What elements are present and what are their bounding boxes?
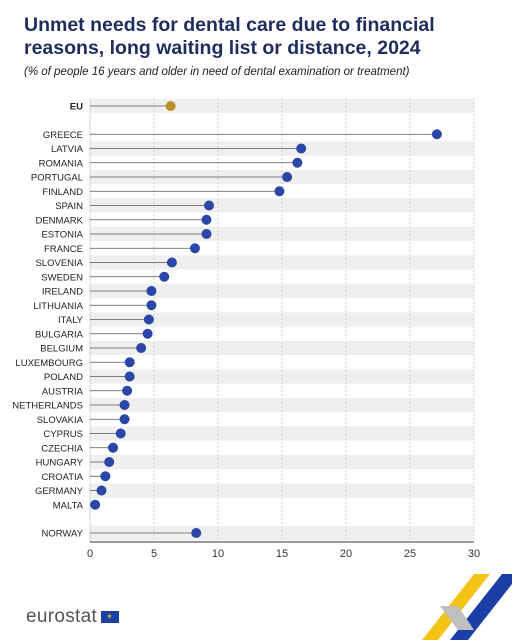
category-label: SLOVAKIA xyxy=(37,415,84,426)
lollipop-point xyxy=(292,157,303,168)
decorative-stripes-icon xyxy=(422,574,512,640)
lollipop-point xyxy=(124,371,135,382)
lollipop-point xyxy=(204,200,215,211)
lollipop-point xyxy=(119,400,130,410)
row-band xyxy=(90,198,474,213)
category-label: LITHUANIA xyxy=(33,301,83,312)
eurostat-logo: eurostat xyxy=(26,606,120,628)
category-label: HUNGARY xyxy=(36,458,84,469)
lollipop-point xyxy=(431,129,442,140)
category-label: SPAIN xyxy=(55,201,83,212)
lollipop-point xyxy=(90,499,101,510)
lollipop-point xyxy=(274,186,285,197)
chart-subtitle: (% of people 16 years and older in need … xyxy=(24,66,410,78)
category-label: ROMANIA xyxy=(39,158,84,169)
lollipop-point xyxy=(189,243,200,254)
category-label: SLOVENIA xyxy=(35,258,83,269)
lollipop-point xyxy=(122,385,133,396)
category-label: POLAND xyxy=(44,372,83,383)
category-label: IRELAND xyxy=(42,287,83,298)
category-label: NORWAY xyxy=(41,529,83,540)
category-label: AUSTRIA xyxy=(42,386,84,397)
row-band xyxy=(90,369,474,384)
x-tick-label: 15 xyxy=(276,548,288,560)
logo-text: eurostat xyxy=(26,606,98,627)
lollipop-chart: 0 5 10 15 20 25 30 EU GREECE LATVIA ROMANIA PORTUGA… xyxy=(12,98,480,560)
lollipop-point xyxy=(119,414,130,425)
eu-flag-icon xyxy=(101,611,120,623)
lollipop-point xyxy=(166,257,177,268)
row-band xyxy=(90,426,474,441)
category-label: SWEDEN xyxy=(41,272,83,283)
lollipop-point xyxy=(296,143,307,154)
row-band xyxy=(90,397,474,413)
x-tick-label: 5 xyxy=(151,548,157,560)
category-label: BELGIUM xyxy=(40,344,83,355)
category-label: NETHERLANDS xyxy=(12,401,83,412)
lollipop-point xyxy=(100,471,111,482)
lollipop-point xyxy=(282,172,293,182)
category-label: CZECHIA xyxy=(41,443,83,454)
lollipop-point xyxy=(159,271,170,282)
x-tick-label: 10 xyxy=(212,548,224,560)
category-label: BULGARIA xyxy=(35,329,84,340)
category-label: DENMARK xyxy=(35,215,83,226)
lollipop-point xyxy=(143,314,154,325)
lollipop-point xyxy=(142,328,153,339)
category-label: EU xyxy=(70,102,83,113)
category-label: FRANCE xyxy=(44,244,83,255)
chart-title: Unmet needs for dental care due to finan… xyxy=(24,14,435,59)
lollipop-point xyxy=(201,229,212,239)
category-label: CROATIA xyxy=(41,472,83,483)
footer: eurostat xyxy=(0,570,512,640)
lollipop-point xyxy=(124,357,135,368)
x-tick-label: 20 xyxy=(340,548,352,560)
category-label: MALTA xyxy=(53,500,84,511)
lollipop-point xyxy=(146,286,157,296)
category-label: PORTUGAL xyxy=(31,173,83,184)
x-tick-label: 25 xyxy=(404,548,416,560)
lollipop-point xyxy=(146,300,157,311)
category-label: ESTONIA xyxy=(41,230,83,241)
category-label: GREECE xyxy=(43,130,83,141)
category-label: CYPRUS xyxy=(43,429,83,440)
category-label: ITALY xyxy=(58,315,84,326)
chart-header: Unmet needs for dental care due to finan… xyxy=(24,14,494,78)
category-label: LATVIA xyxy=(51,144,84,155)
x-tick-label: 30 xyxy=(468,548,480,560)
lollipop-point xyxy=(108,442,119,453)
lollipop-point xyxy=(115,428,126,439)
lollipop-point xyxy=(96,485,107,496)
category-label: FINLAND xyxy=(42,187,83,198)
x-tick-label: 0 xyxy=(87,548,93,560)
lollipop-point xyxy=(191,528,202,538)
lollipop-point xyxy=(201,214,212,225)
lollipop-point xyxy=(136,343,147,353)
category-label: GERMANY xyxy=(35,486,84,497)
row-band xyxy=(90,525,474,541)
lollipop-point xyxy=(165,101,176,111)
lollipop-point xyxy=(104,457,115,467)
category-label: LUXEMBOURG xyxy=(15,358,83,369)
